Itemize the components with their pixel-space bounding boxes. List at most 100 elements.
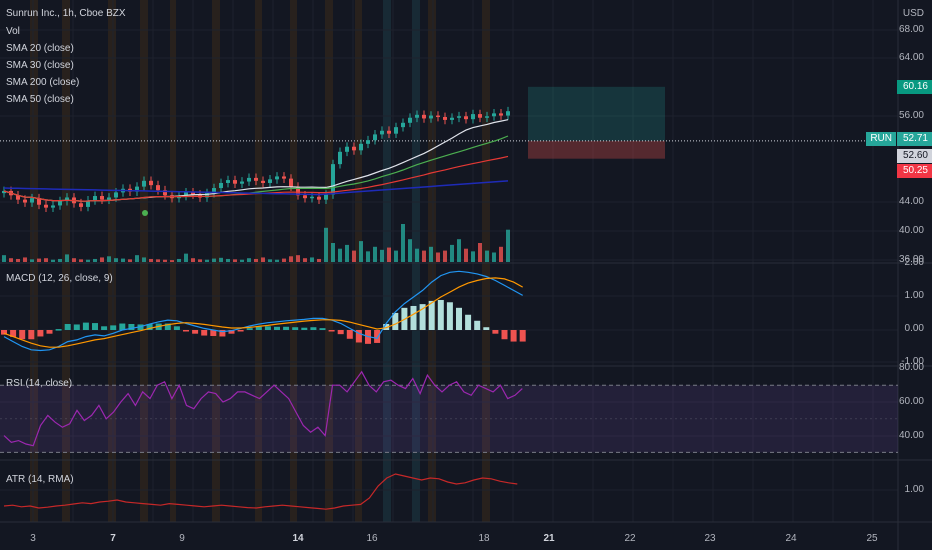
volume-bar: [359, 241, 363, 262]
volume-bar: [135, 255, 139, 262]
volume-bar: [107, 256, 111, 262]
macd-histogram-bar: [283, 326, 290, 330]
macd-histogram-bar: [82, 322, 89, 330]
candle-body: [422, 114, 426, 119]
macd-axis-label: 2.00: [904, 257, 924, 268]
volume-bar: [191, 258, 195, 262]
candle-body: [345, 146, 349, 152]
candle-body: [23, 199, 27, 203]
candle-body: [51, 205, 55, 208]
volume-bar: [387, 247, 391, 262]
macd-histogram-bar: [465, 314, 472, 330]
indicator-sma20-label[interactable]: SMA 20 (close): [6, 43, 74, 54]
candle-body: [205, 193, 209, 198]
time-axis-label: 21: [543, 533, 555, 544]
volume-bar: [317, 258, 321, 262]
session-band: [355, 0, 362, 522]
candle-body: [471, 114, 475, 120]
candle-body: [464, 116, 468, 120]
candle-body: [359, 143, 363, 151]
candle-body: [324, 194, 328, 200]
macd-histogram-bar: [501, 330, 508, 340]
macd-histogram-bar: [210, 330, 217, 337]
time-axis-label: 14: [292, 533, 304, 544]
macd-histogram-bar: [337, 330, 344, 335]
atr-pane-title[interactable]: ATR (14, RMA): [6, 474, 74, 485]
macd-histogram-bar: [383, 323, 390, 330]
session-band: [290, 0, 297, 522]
macd-histogram-bar: [419, 304, 426, 330]
time-axis-label: 16: [366, 533, 378, 544]
price-label: 44.00: [898, 196, 924, 207]
volume-bar: [268, 259, 272, 262]
price-label: 36.00: [898, 254, 924, 265]
volume-bar: [37, 258, 41, 262]
volume-bar: [415, 248, 419, 262]
volume-bar: [9, 258, 13, 262]
macd-histogram-bar: [456, 307, 462, 330]
macd-histogram-bar: [519, 330, 526, 342]
macd-histogram-bar: [192, 330, 199, 334]
volume-bar: [282, 258, 286, 262]
macd-histogram-bar: [310, 327, 317, 330]
volume-bar: [324, 227, 328, 262]
macd-axis-label: 1.00: [904, 290, 924, 301]
macd-histogram-bar: [128, 323, 135, 330]
macd-histogram-bar: [292, 327, 299, 330]
candle-body: [478, 114, 482, 118]
macd-histogram-bar: [246, 328, 253, 330]
candle-body: [352, 146, 356, 151]
rsi-pane-title[interactable]: RSI (14, close): [6, 378, 73, 389]
candle-body: [100, 196, 104, 200]
macd-histogram-bar: [474, 320, 481, 330]
candle-body: [380, 130, 384, 135]
candle-body: [212, 188, 216, 194]
volume-bar: [492, 252, 496, 262]
time-axis-label: 23: [704, 533, 716, 544]
candle-body: [443, 117, 447, 120]
volume-bar: [247, 258, 251, 262]
volume-bar: [261, 257, 265, 262]
indicator-vol-label[interactable]: Vol: [6, 26, 20, 37]
macd-pane-title[interactable]: MACD (12, 26, close, 9): [6, 273, 113, 284]
volume-bar: [289, 256, 293, 262]
volume-bar: [380, 249, 384, 262]
macd-histogram-bar: [101, 326, 108, 330]
macd-histogram-bar: [55, 329, 62, 331]
rsi-axis-label: 60.00: [898, 396, 924, 407]
volume-bar: [464, 248, 468, 262]
candle-body: [247, 177, 251, 182]
candle-body: [184, 192, 188, 197]
indicator-sma30-label[interactable]: SMA 30 (close): [6, 60, 74, 71]
volume-bar: [163, 259, 167, 262]
candle-body: [114, 192, 118, 198]
macd-histogram-bar: [446, 302, 453, 330]
volume-bar: [373, 246, 377, 262]
macd-histogram-bar: [28, 330, 35, 340]
candle-body: [366, 140, 370, 144]
time-axis-label: 18: [478, 533, 490, 544]
volume-bar: [100, 257, 104, 262]
session-band: [255, 0, 262, 522]
macd-histogram-bar: [173, 326, 180, 330]
macd-histogram-bar: [492, 330, 499, 334]
macd-histogram-bar: [410, 305, 417, 330]
volume-bar: [254, 258, 258, 262]
macd-histogram-bar: [219, 330, 226, 337]
indicator-sma200-label[interactable]: SMA 200 (close): [6, 77, 80, 88]
macd-histogram-bar: [346, 330, 353, 339]
macd-histogram-bar: [146, 323, 153, 330]
macd-histogram-bar: [319, 328, 326, 330]
volume-bar: [408, 239, 412, 262]
candle-body: [310, 196, 314, 199]
symbol-title[interactable]: Sunrun Inc., 1h, Cboe BZX: [6, 8, 126, 19]
volume-bar: [121, 258, 125, 262]
time-axis-label: 22: [624, 533, 636, 544]
indicator-sma50-label[interactable]: SMA 50 (close): [6, 94, 74, 105]
sma200-line: [3, 180, 509, 196]
candle-body: [499, 113, 503, 116]
volume-bar: [429, 246, 433, 262]
time-axis-label: 24: [785, 533, 797, 544]
candle-body: [191, 192, 195, 195]
